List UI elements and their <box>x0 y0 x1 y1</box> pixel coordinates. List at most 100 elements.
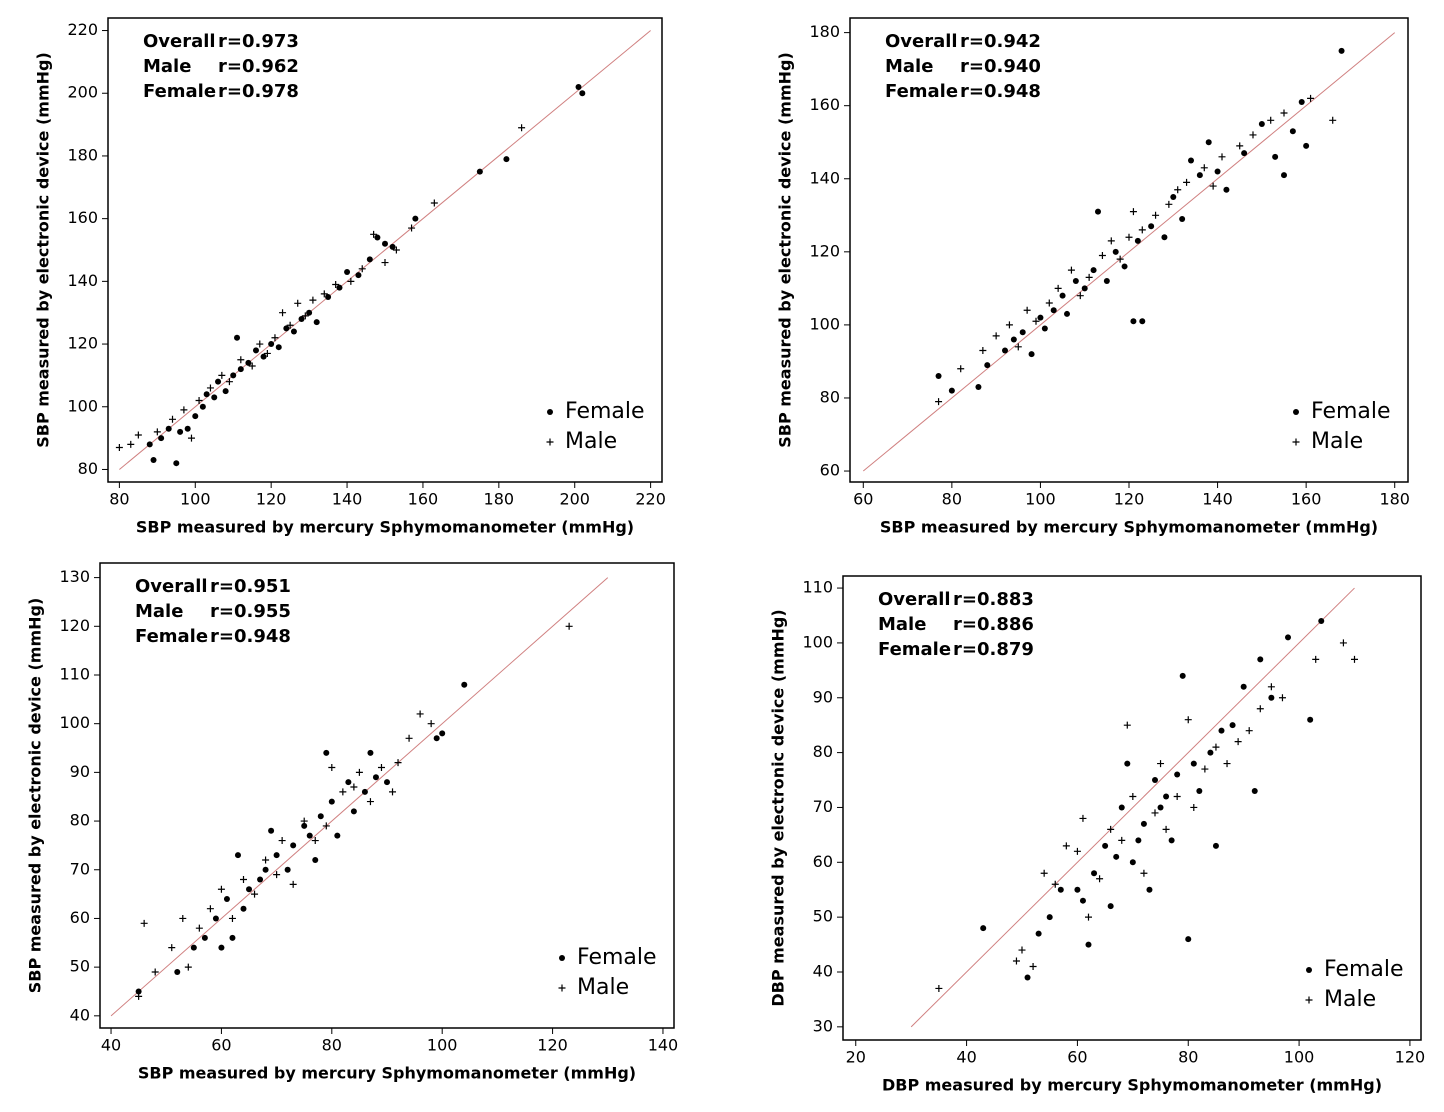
point <box>1029 963 1037 971</box>
point <box>935 373 942 380</box>
chart-panel: 80 100 120 140 160 180 200 220 80 100 120 140 160 180… <box>34 17 666 537</box>
point <box>1113 853 1120 860</box>
stat-label: Male <box>143 56 191 77</box>
point <box>1035 930 1042 937</box>
point <box>1339 639 1347 647</box>
y-axis-label: SBP measured by electronic device (mmHg) <box>34 52 53 448</box>
point <box>1076 292 1084 300</box>
point <box>135 988 142 995</box>
point <box>256 340 264 348</box>
point <box>1019 329 1026 336</box>
stat-value: r=0.948 <box>960 81 1041 102</box>
point <box>935 984 943 992</box>
point <box>300 817 308 825</box>
point <box>389 788 397 796</box>
point <box>146 441 153 448</box>
point <box>1174 186 1182 194</box>
point <box>195 924 203 932</box>
x-tick-label: 220 <box>635 490 666 509</box>
stat-label: Male <box>878 614 926 635</box>
point <box>275 344 282 351</box>
y-tick-label: 160 <box>809 95 840 114</box>
point <box>1251 787 1258 794</box>
point <box>187 434 195 442</box>
point <box>1173 792 1181 800</box>
x-tick-label: 140 <box>332 490 363 509</box>
point <box>222 388 229 395</box>
stat-label: Female <box>143 81 216 102</box>
point <box>345 779 352 786</box>
point <box>1081 285 1088 292</box>
point <box>1107 237 1115 245</box>
reference-line <box>110 577 609 1017</box>
point <box>1062 842 1070 850</box>
point <box>328 798 335 805</box>
point <box>279 309 287 317</box>
legend-marker <box>559 955 565 961</box>
point <box>283 325 290 332</box>
point <box>1223 186 1230 193</box>
point <box>370 230 378 238</box>
point <box>579 90 586 97</box>
point <box>174 969 181 976</box>
point <box>1051 880 1059 888</box>
point <box>1184 716 1192 724</box>
x-axis-label: SBP measured by mercury Sphymomanometer … <box>138 1064 636 1083</box>
point <box>1152 211 1160 219</box>
stat-value: r=0.940 <box>960 56 1041 77</box>
reference-line <box>862 32 1396 472</box>
point <box>273 871 281 879</box>
point <box>1303 142 1310 149</box>
point <box>377 764 385 772</box>
point <box>367 749 374 756</box>
point <box>223 895 230 902</box>
stat-label: Overall <box>135 576 208 597</box>
point <box>1307 716 1314 723</box>
point <box>1200 164 1208 172</box>
point <box>309 296 317 304</box>
point <box>1240 683 1247 690</box>
point <box>430 199 438 207</box>
x-tick-label: 20 <box>846 1048 866 1067</box>
point <box>381 259 389 267</box>
y-tick-label: 80 <box>70 811 90 830</box>
point <box>1234 738 1242 746</box>
point <box>1140 820 1147 827</box>
y-tick-label: 100 <box>809 314 840 333</box>
point <box>1057 886 1064 893</box>
x-tick-label: 180 <box>484 490 515 509</box>
point <box>1196 172 1203 179</box>
x-tick-label: 120 <box>1114 490 1145 509</box>
y-tick-label: 90 <box>813 687 833 706</box>
point <box>1134 237 1141 244</box>
point <box>1205 139 1212 146</box>
y-tick-label: 120 <box>59 616 90 635</box>
point <box>1059 292 1066 299</box>
point <box>199 403 206 410</box>
point <box>1162 825 1170 833</box>
point <box>201 934 208 941</box>
y-tick-label: 110 <box>59 664 90 683</box>
point <box>1289 128 1296 135</box>
x-tick-label: 160 <box>408 490 439 509</box>
point <box>427 720 435 728</box>
point <box>323 749 330 756</box>
point <box>361 788 368 795</box>
point <box>1037 314 1044 321</box>
point <box>476 168 483 175</box>
point <box>350 783 358 791</box>
point <box>1174 771 1181 778</box>
point <box>322 822 330 830</box>
point <box>306 832 313 839</box>
y-tick-label: 110 <box>802 578 833 597</box>
stat-label: Female <box>135 626 208 647</box>
point <box>565 622 573 630</box>
point <box>394 759 402 767</box>
point <box>184 425 191 432</box>
point <box>1157 804 1164 811</box>
point <box>1002 347 1008 354</box>
point <box>1018 946 1026 954</box>
stat-value: r=0.973 <box>218 31 299 52</box>
point <box>260 353 267 360</box>
